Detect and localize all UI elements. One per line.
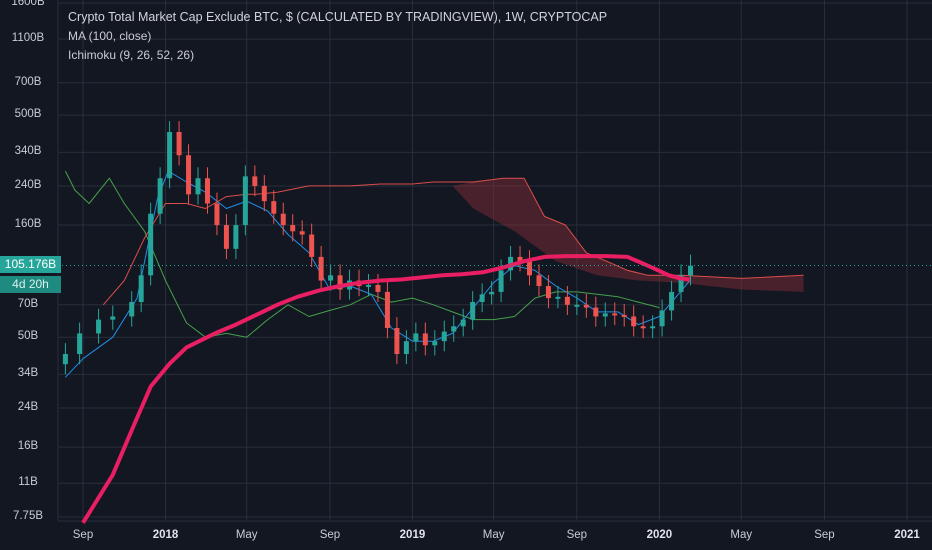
candle-body bbox=[678, 275, 684, 292]
candle-body bbox=[631, 316, 637, 327]
legend-ichimoku: Ichimoku (9, 26, 52, 26) bbox=[68, 48, 195, 62]
candle-body bbox=[593, 307, 599, 317]
x-tick-label: 2019 bbox=[399, 529, 426, 541]
candle-body bbox=[394, 328, 400, 355]
candle-body bbox=[148, 213, 154, 276]
y-tick-label: 34B bbox=[17, 367, 39, 380]
y-tick-label: 1600B bbox=[11, 0, 45, 8]
ma-100-line bbox=[81, 254, 691, 524]
candle-body bbox=[223, 225, 229, 249]
candle-body bbox=[451, 326, 457, 332]
candle-body bbox=[650, 326, 656, 329]
candle-body bbox=[375, 284, 381, 292]
candle-body bbox=[403, 341, 409, 355]
candle-body bbox=[195, 178, 201, 195]
candle-body bbox=[460, 319, 466, 327]
candle-body bbox=[527, 261, 533, 276]
candle-body bbox=[77, 333, 83, 355]
x-tick-label: Sep bbox=[814, 529, 835, 541]
ichimoku-cloud bbox=[452, 178, 804, 292]
candle-body bbox=[498, 270, 504, 292]
y-tick-label: 500B bbox=[14, 108, 42, 121]
candle-body bbox=[659, 310, 665, 327]
candle-body bbox=[129, 302, 135, 317]
candle-body bbox=[214, 203, 220, 226]
candle-body bbox=[176, 131, 182, 156]
candle-body bbox=[167, 131, 173, 179]
candle-body bbox=[280, 213, 286, 226]
candle-body bbox=[328, 275, 334, 281]
x-tick-label: May bbox=[730, 529, 753, 541]
chart-legend: Crypto Total Market Cap Exclude BTC, $ (… bbox=[68, 8, 607, 65]
candle-body bbox=[384, 291, 390, 329]
candle-body bbox=[138, 275, 144, 303]
x-tick-label: Sep bbox=[566, 529, 588, 541]
candle-body bbox=[536, 275, 542, 287]
candle-body bbox=[413, 333, 419, 342]
y-tick-label: 160B bbox=[14, 218, 42, 231]
candle-body bbox=[564, 296, 570, 305]
candle-body bbox=[688, 265, 694, 276]
candle-body bbox=[271, 201, 277, 214]
candle-body bbox=[242, 176, 248, 226]
candle-body bbox=[186, 155, 192, 195]
candle-body bbox=[621, 314, 627, 317]
bar-countdown-badge: 4d 20h bbox=[0, 276, 61, 293]
last-price-badge: 105.176B bbox=[0, 256, 61, 273]
candle-body bbox=[157, 178, 163, 214]
x-tick-label: 2020 bbox=[646, 529, 673, 541]
legend-symbol-title: Crypto Total Market Cap Exclude BTC, $ (… bbox=[68, 10, 608, 24]
x-tick-label: 2018 bbox=[152, 529, 179, 541]
candle-body bbox=[261, 185, 267, 202]
candle-body bbox=[62, 354, 68, 365]
candle-body bbox=[96, 319, 102, 334]
candle-body bbox=[612, 313, 618, 316]
candle-body bbox=[640, 326, 646, 329]
candle-body bbox=[517, 256, 523, 262]
y-tick-label: 700B bbox=[14, 75, 42, 88]
candle-body bbox=[204, 178, 210, 204]
x-tick-label: Sep bbox=[319, 529, 341, 541]
candle-body bbox=[669, 291, 675, 311]
y-tick-label: 1100B bbox=[11, 32, 45, 45]
candle-body bbox=[233, 225, 239, 249]
x-tick-label: 2021 bbox=[894, 529, 920, 541]
candle-body bbox=[337, 275, 343, 290]
candle-body bbox=[299, 231, 305, 235]
candle-body bbox=[252, 176, 258, 186]
candle-body bbox=[583, 304, 589, 308]
candle-body bbox=[602, 313, 608, 317]
leading-span-b-line bbox=[102, 177, 804, 306]
y-tick-label: 70B bbox=[17, 297, 39, 310]
y-tick-label: 24B bbox=[17, 400, 39, 413]
candle-body bbox=[555, 296, 561, 299]
candle-body bbox=[422, 333, 428, 346]
legend-ma: MA (100, close) bbox=[68, 29, 152, 43]
candle-body bbox=[309, 234, 315, 257]
candle-body bbox=[432, 341, 438, 346]
y-tick-label: 50B bbox=[17, 330, 39, 343]
y-tick-label: 7.75B bbox=[12, 510, 44, 522]
candle-body bbox=[318, 256, 324, 281]
y-tick-label: 11B bbox=[18, 476, 38, 489]
candle-body bbox=[441, 331, 447, 342]
y-tick-label: 340B bbox=[14, 145, 42, 158]
candle-body bbox=[110, 316, 116, 320]
candle-body bbox=[470, 302, 476, 320]
lagging-span-line bbox=[64, 170, 660, 338]
x-tick-label: May bbox=[235, 529, 258, 541]
candle-body bbox=[479, 294, 485, 303]
candle-body bbox=[365, 284, 371, 287]
candle-body bbox=[290, 225, 296, 232]
x-tick-label: Sep bbox=[72, 529, 94, 541]
y-tick-label: 16B bbox=[17, 440, 39, 453]
candle-body bbox=[545, 286, 551, 299]
candle-body bbox=[489, 291, 495, 295]
x-tick-label: May bbox=[482, 529, 505, 541]
candle-body bbox=[574, 304, 580, 307]
y-tick-label: 240B bbox=[14, 178, 42, 191]
